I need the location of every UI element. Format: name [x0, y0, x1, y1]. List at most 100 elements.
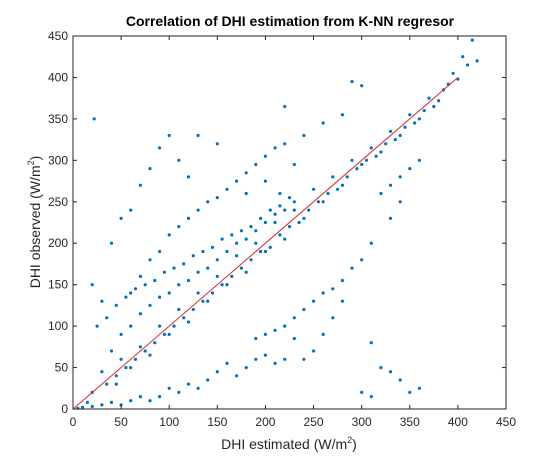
- data-point: [148, 258, 152, 262]
- data-point: [129, 366, 133, 370]
- data-point: [273, 220, 277, 225]
- data-point: [177, 390, 181, 394]
- data-point: [254, 229, 258, 233]
- data-point: [360, 162, 364, 167]
- data-point: [273, 361, 277, 365]
- data-point: [273, 328, 277, 332]
- data-point: [143, 349, 147, 353]
- data-point: [302, 357, 306, 361]
- data-point: [196, 208, 200, 212]
- data-point: [167, 233, 171, 237]
- data-point: [350, 80, 354, 84]
- y-tick-label: 300: [48, 153, 68, 167]
- data-point: [225, 361, 229, 365]
- x-axis-ticks: 0 50 100 150 200 250 300 350 400 450: [70, 36, 516, 429]
- data-point: [336, 187, 340, 191]
- data-point: [355, 167, 359, 171]
- data-point: [109, 241, 114, 245]
- data-point: [321, 291, 325, 295]
- fit-line: [72, 77, 459, 410]
- x-tick-label: 0: [70, 415, 77, 429]
- data-point: [92, 117, 96, 121]
- data-point: [283, 324, 287, 328]
- data-point: [143, 283, 147, 287]
- data-point: [109, 349, 114, 353]
- data-point: [312, 349, 316, 353]
- data-point: [210, 291, 215, 295]
- data-point: [119, 332, 123, 336]
- data-point: [263, 332, 267, 336]
- x-axis-label-closing: ): [352, 436, 357, 452]
- data-point: [278, 233, 282, 237]
- data-point: [263, 249, 267, 254]
- plot-area-frame: [72, 35, 507, 410]
- data-point: [259, 249, 263, 254]
- data-point: [292, 336, 296, 341]
- x-tick-label: 450: [496, 415, 516, 429]
- x-tick-label: 150: [207, 415, 227, 429]
- data-point: [331, 287, 335, 291]
- data-point: [302, 133, 306, 138]
- chart-title: Correlation of DHI estimation from K-NN …: [126, 13, 455, 29]
- data-point: [206, 299, 210, 303]
- data-point: [369, 241, 373, 245]
- data-point: [177, 225, 181, 229]
- data-point: [158, 249, 162, 254]
- data-point: [119, 357, 123, 361]
- data-point: [129, 208, 133, 212]
- data-point: [321, 332, 325, 336]
- data-point: [369, 395, 373, 399]
- data-point: [167, 291, 171, 295]
- data-point: [177, 307, 181, 312]
- x-tick-label: 50: [114, 415, 128, 429]
- data-point: [360, 390, 364, 394]
- x-tick-label: 300: [352, 415, 372, 429]
- data-point: [350, 158, 354, 162]
- data-point: [461, 55, 465, 59]
- y-tick-label: 450: [48, 29, 68, 43]
- data-point: [413, 121, 417, 125]
- y-tick-label: 400: [48, 70, 68, 84]
- data-point: [158, 395, 162, 399]
- data-point: [263, 220, 267, 225]
- data-point: [393, 138, 397, 142]
- data-point: [408, 167, 412, 171]
- data-point: [138, 183, 142, 187]
- data-point: [374, 154, 378, 158]
- data-point: [206, 266, 210, 270]
- data-point: [312, 187, 316, 191]
- data-point: [283, 142, 287, 146]
- data-point: [292, 208, 296, 212]
- data-point: [340, 113, 344, 117]
- data-point: [215, 370, 219, 374]
- y-axis-label-closing: ): [27, 156, 43, 161]
- data-point: [210, 245, 215, 249]
- data-point: [316, 200, 320, 204]
- data-point: [162, 270, 166, 274]
- fit-line-layer: [72, 77, 459, 410]
- data-point: [158, 324, 162, 328]
- data-point: [340, 183, 344, 187]
- data-point: [119, 403, 123, 407]
- y-tick-label: 200: [48, 236, 68, 250]
- data-point: [465, 63, 470, 67]
- data-point: [254, 162, 258, 167]
- data-point: [239, 229, 243, 233]
- y-tick-label: 150: [48, 278, 68, 292]
- data-point: [90, 404, 94, 409]
- data-point: [331, 316, 335, 320]
- data-point: [196, 133, 200, 138]
- data-point: [297, 220, 301, 225]
- y-tick-label: 100: [48, 319, 68, 333]
- data-point: [312, 299, 316, 303]
- data-point: [259, 216, 263, 220]
- data-point: [273, 212, 277, 216]
- data-point: [225, 283, 229, 287]
- y-tick-label: 350: [48, 112, 68, 126]
- x-tick-label: 350: [400, 415, 420, 429]
- data-point: [408, 390, 412, 394]
- data-point: [340, 299, 344, 303]
- x-tick-label: 250: [304, 415, 324, 429]
